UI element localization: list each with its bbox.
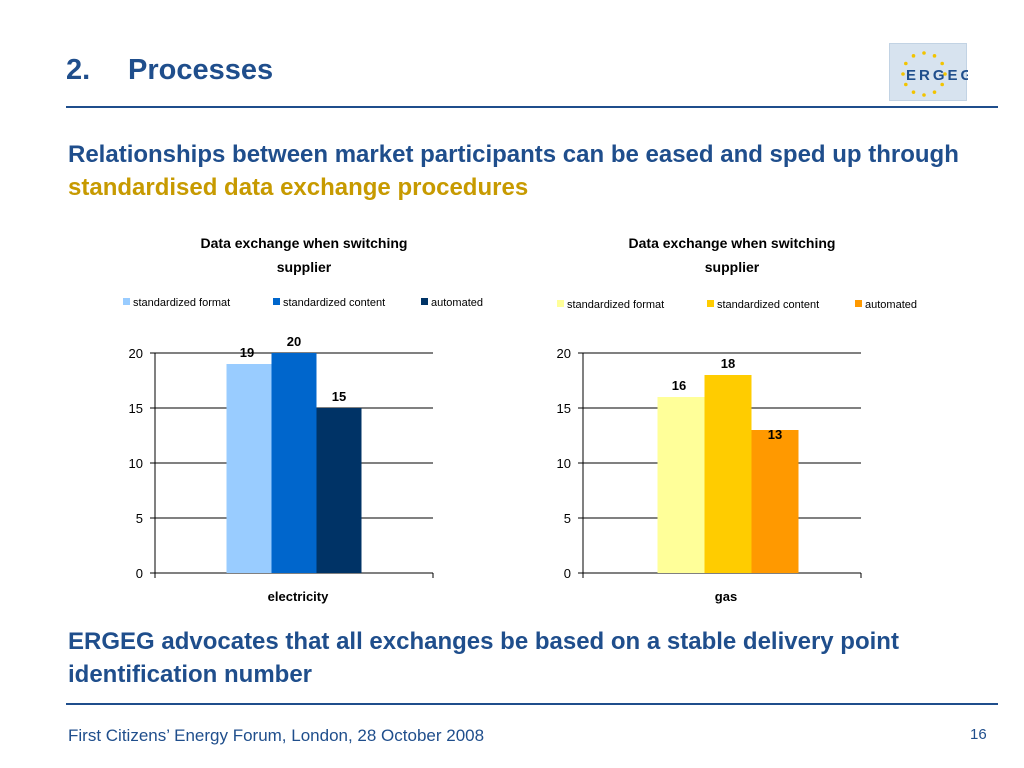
- slide-section-number: 2.: [66, 54, 91, 86]
- headline-text: Relationships between market participant…: [68, 141, 959, 168]
- logo-star-icon: [932, 54, 937, 58]
- y-tick-label: 20: [129, 346, 143, 361]
- y-tick-label: 0: [564, 566, 571, 581]
- logo-star-icon: [940, 82, 944, 87]
- chart-gas-svg: Data exchange when switching supplier stan…: [557, 235, 917, 604]
- logo-star-icon: [943, 72, 947, 76]
- chart-title-line: supplier: [705, 259, 760, 275]
- legend-label: automated: [865, 299, 917, 311]
- data-label: 13: [768, 427, 782, 442]
- bar: [226, 364, 272, 573]
- category-label: gas: [715, 589, 737, 604]
- page-number: 16: [970, 726, 987, 743]
- chart-electricity: Data exchange when switching supplier stan…: [100, 228, 520, 615]
- footer-event: First Citizens’ Energy Forum, London, 28…: [68, 726, 485, 745]
- logo-star-icon: [922, 51, 926, 55]
- slide-title: 2. Processes: [66, 54, 273, 87]
- bar: [657, 397, 705, 573]
- chart-gas: Data exchange when switching supplier stan…: [528, 228, 948, 615]
- chart-title-line: Data exchange when switching: [629, 235, 836, 251]
- logo-lettering: ERGEG: [906, 67, 968, 84]
- legend-swatch: [421, 298, 428, 305]
- header-rule: [66, 106, 998, 108]
- y-tick-label: 5: [136, 511, 143, 526]
- logo-star-icon: [922, 93, 926, 97]
- legend-label: standardized content: [717, 299, 819, 311]
- data-label: 19: [240, 345, 254, 360]
- legend-swatch: [557, 300, 564, 307]
- y-tick-label: 15: [129, 401, 143, 416]
- logo-star-icon: [904, 61, 908, 66]
- legend-label: automated: [431, 297, 483, 309]
- data-label: 15: [332, 389, 346, 404]
- logo-star-icon: [911, 90, 916, 94]
- slide-title-text: Processes: [128, 54, 274, 86]
- chart-title-line: supplier: [277, 259, 332, 275]
- chart-title-line: Data exchange when switching: [201, 235, 408, 251]
- legend-label: standardized format: [133, 297, 230, 309]
- y-tick-label: 10: [129, 456, 143, 471]
- y-tick-label: 10: [557, 456, 571, 471]
- data-label: 18: [721, 356, 735, 371]
- ergeg-logo-graphic: ERGEG: [901, 51, 968, 97]
- data-label: 16: [672, 378, 686, 393]
- logo-star-icon: [932, 90, 937, 94]
- y-tick-label: 15: [557, 401, 571, 416]
- chart-electricity-svg: Data exchange when switching supplier stan…: [123, 235, 483, 604]
- legend-swatch: [273, 298, 280, 305]
- bar: [751, 430, 799, 573]
- conclusion-text: ERGEG advocates that all exchanges be ba…: [68, 628, 899, 688]
- bar: [271, 353, 317, 573]
- footer-rule: [66, 703, 998, 705]
- logo-star-icon: [901, 72, 905, 76]
- legend-swatch: [855, 300, 862, 307]
- legend-label: standardized content: [283, 297, 385, 309]
- legend-label: standardized format: [567, 299, 664, 311]
- bar: [704, 375, 752, 573]
- logo-star-icon: [911, 54, 916, 58]
- y-tick-label: 0: [136, 566, 143, 581]
- logo-star-icon: [904, 82, 908, 87]
- category-label: electricity: [268, 589, 329, 604]
- headline-highlight: standardised data exchange procedures: [68, 174, 529, 201]
- headline: Relationships between market participant…: [68, 138, 988, 204]
- logo-star-icon: [940, 61, 944, 66]
- legend-swatch: [123, 298, 130, 305]
- ergeg-logo: ERGEG: [889, 43, 968, 101]
- logo-stars: [901, 51, 947, 97]
- legend-swatch: [707, 300, 714, 307]
- bar: [316, 408, 362, 573]
- y-tick-label: 5: [564, 511, 571, 526]
- y-tick-label: 20: [557, 346, 571, 361]
- data-label: 20: [287, 334, 301, 349]
